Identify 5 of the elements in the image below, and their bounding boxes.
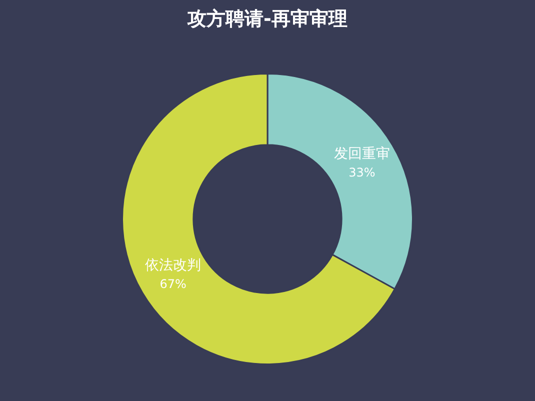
slice-label: 发回重审 [334, 146, 390, 162]
data-label: 33% [348, 165, 376, 180]
chart-title: 攻方聘请-再审审理 [186, 7, 348, 32]
slice-label: 依法改判 [145, 257, 202, 274]
data-label: 67% [160, 276, 186, 291]
